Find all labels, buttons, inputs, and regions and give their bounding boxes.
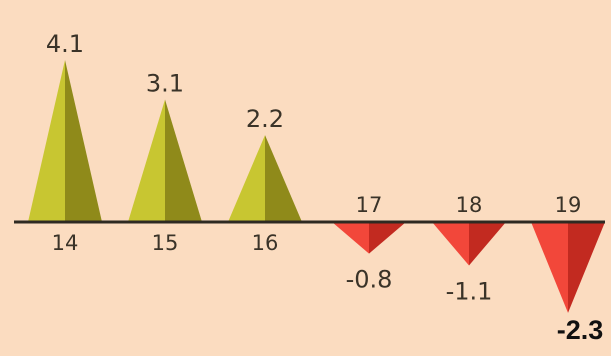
bar-face-left: [28, 60, 65, 222]
data-label: -2.3: [557, 315, 604, 345]
data-label: 3.1: [146, 70, 184, 98]
bar-18: [432, 222, 506, 266]
x-tick-label: 16: [252, 231, 279, 255]
bar-17: [332, 222, 406, 254]
bar-14: [28, 60, 102, 222]
x-tick-label: 17: [356, 193, 383, 217]
data-label: 2.2: [246, 105, 284, 133]
bar-15: [128, 99, 202, 222]
data-label: 4.1: [46, 30, 84, 58]
bar-16: [228, 135, 302, 222]
x-tick-label: 14: [52, 231, 79, 255]
data-label: -0.8: [346, 266, 393, 294]
bar-face-right: [469, 222, 506, 266]
bar-marks: [28, 60, 605, 313]
bar-face-left: [332, 222, 369, 254]
x-tick-label: 18: [456, 193, 483, 217]
bar-19: [531, 222, 605, 313]
chart-labels: 4.1 14 3.1 15 2.2 16 -0.8 17 -1.1 18 -2.3 19: [46, 30, 603, 345]
x-tick-label: 19: [555, 193, 582, 217]
bar-face-right: [165, 99, 202, 222]
bar-face-right: [265, 135, 302, 222]
bar-face-left: [531, 222, 568, 313]
data-label: -1.1: [446, 277, 493, 305]
bar-face-right: [65, 60, 102, 222]
x-tick-label: 15: [152, 231, 179, 255]
bar-face-left: [128, 99, 165, 222]
bar-face-right: [568, 222, 605, 313]
bar-face-left: [228, 135, 265, 222]
bar-face-left: [432, 222, 469, 266]
bar-face-right: [369, 222, 406, 254]
